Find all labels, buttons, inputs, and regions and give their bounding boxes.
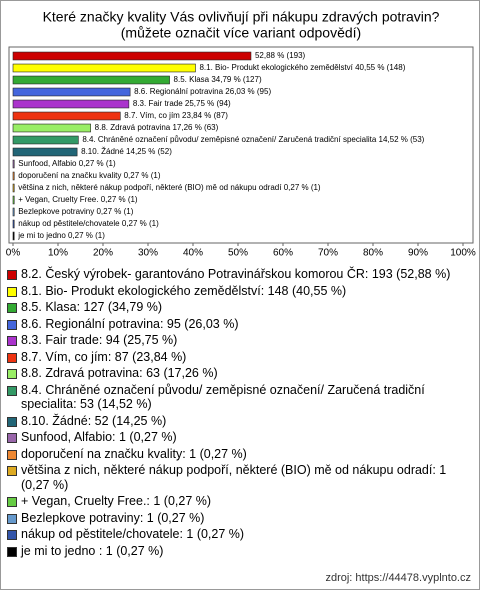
legend-swatch (7, 319, 17, 330)
legend-swatch (7, 416, 17, 427)
bar (12, 99, 130, 109)
legend-item: 8.3. Fair trade: 94 (25,75 %) (7, 333, 471, 348)
plot-frame (8, 46, 474, 244)
x-tick-label: 10% (48, 248, 68, 259)
chart-subtitle: (můžete označit více variant odpovědí) (121, 25, 361, 41)
bar (12, 171, 15, 181)
legend-swatch (7, 270, 17, 280)
bar (12, 159, 15, 169)
legend-label: 8.1. Bio- Produkt ekologického zemědělst… (21, 283, 347, 298)
bar (12, 75, 170, 85)
bar (12, 111, 121, 121)
legend-label: + Vegan, Cruelty Free.: 1 (0,27 %) (21, 494, 212, 508)
bar (12, 87, 131, 97)
x-tick-label: 40% (183, 248, 203, 259)
x-tick-label: 20% (93, 248, 113, 259)
legend-label: 8.8. Zdravá potravina: 63 (17,26 %) (21, 366, 218, 380)
value-label: 8.5. Klasa 34,79 % (127) (174, 75, 262, 84)
legend-label: Bezlepkove potraviny: 1 (0,27 %) (21, 510, 205, 525)
x-tick-label: 50% (228, 248, 248, 259)
value-label: + Vegan, Cruelty Free. 0,27 % (1) (18, 195, 138, 204)
legend-swatch (7, 449, 17, 460)
legend-label: 8.6. Regionální potravina: 95 (26,03 %) (21, 316, 239, 331)
legend-label: 8.7. Vím, co jím: 87 (23,84 %) (21, 349, 187, 364)
value-label: většina z nich, některé nákup podpoří, n… (18, 183, 321, 192)
legend-item: Sunfood, Alfabio: 1 (0,27 %) (7, 430, 471, 445)
chart-title: Které značky kvality Vás ovlivňují při n… (43, 9, 440, 25)
legend-label: 8.3. Fair trade: 94 (25,75 %) (21, 333, 178, 347)
source: zdroj: https://44478.vyplnto.cz (325, 572, 471, 584)
legend-swatch (7, 433, 17, 443)
legend-swatch (7, 530, 17, 540)
legend-item: 8.10. Žádné: 52 (14,25 %) (7, 414, 471, 429)
bar (12, 51, 252, 61)
legend-item: 8.1. Bio- Produkt ekologického zemědělst… (7, 284, 471, 299)
bar (12, 219, 15, 229)
x-tick-label: 100% (450, 248, 476, 259)
bar (12, 147, 78, 157)
legend-label: 8.4. Chráněné označení původu/ zeměpisné… (21, 382, 425, 412)
legend-swatch (7, 546, 17, 557)
legend-label: Sunfood, Alfabio: 1 (0,27 %) (21, 430, 177, 444)
legend-swatch (7, 286, 17, 297)
legend-label: většina z nich, některé nákup podpoří, n… (21, 463, 447, 492)
legend-item: je mi to jedno : 1 (0,27 %) (7, 544, 471, 559)
legend-swatch (7, 385, 17, 396)
legend-label: nákup od pěstitele/chovatele: 1 (0,27 %) (21, 527, 245, 541)
legend-item: nákup od pěstitele/chovatele: 1 (0,27 %) (7, 527, 471, 542)
legend-label: 8.2. Český výrobek- garantováno Potravin… (21, 267, 451, 281)
value-label: 8.8. Zdravá potravina 17,26 % (63) (95, 123, 219, 132)
legend-item: 8.2. Český výrobek- garantováno Potravin… (7, 267, 471, 282)
x-tick-label: 90% (408, 248, 428, 259)
legend-label: doporučení na značku kvality: 1 (0,27 %) (21, 446, 247, 461)
legend-swatch (7, 466, 17, 476)
legend-item: + Vegan, Cruelty Free.: 1 (0,27 %) (7, 494, 471, 509)
value-label: je mi to jedno 0,27 % (1) (17, 231, 105, 240)
value-label: 8.6. Regionální potravina 26,03 % (95) (134, 87, 271, 96)
bar (12, 195, 15, 205)
x-tick-label: 0% (6, 248, 21, 259)
bar (12, 183, 15, 193)
legend-swatch (7, 352, 17, 363)
chart: Které značky kvality Vás ovlivňují při n… (6, 9, 476, 259)
value-label: doporučení na značku kvality 0,27 % (1) (18, 171, 161, 180)
x-tick-label: 60% (273, 248, 293, 259)
legend-swatch (7, 303, 17, 313)
legend-swatch (7, 497, 17, 507)
x-tick-label: 70% (318, 248, 338, 259)
legend-item: Bezlepkove potraviny: 1 (0,27 %) (7, 511, 471, 526)
legend-label: 8.10. Žádné: 52 (14,25 %) (21, 413, 167, 428)
legend-item: 8.4. Chráněné označení původu/ zeměpisné… (7, 383, 471, 412)
legend-item: 8.8. Zdravá potravina: 63 (17,26 %) (7, 366, 471, 381)
bar (12, 135, 79, 145)
legend-item: 8.7. Vím, co jím: 87 (23,84 %) (7, 350, 471, 365)
value-label: nákup od pěstitele/chovatele 0,27 % (1) (18, 219, 159, 228)
legend-item: většina z nich, některé nákup podpoří, n… (7, 463, 471, 492)
value-label: 8.7. Vím, co jím 23,84 % (87) (124, 111, 228, 120)
legend-swatch (7, 336, 17, 346)
bar (12, 63, 196, 73)
x-tick-label: 80% (363, 248, 383, 259)
bar (12, 123, 91, 133)
legend-swatch (7, 513, 17, 524)
legend-item: 8.6. Regionální potravina: 95 (26,03 %) (7, 317, 471, 332)
value-label: Sunfood, Alfabio 0,27 % (1) (18, 159, 116, 168)
value-label: Bezlepkove potraviny 0,27 % (1) (18, 207, 134, 216)
legend-swatch (7, 369, 17, 379)
legend-label: 8.5. Klasa: 127 (34,79 %) (21, 300, 163, 314)
bar (12, 231, 15, 241)
legend-label: je mi to jedno : 1 (0,27 %) (21, 543, 164, 558)
legend-item: 8.5. Klasa: 127 (34,79 %) (7, 300, 471, 315)
value-label: 8.4. Chráněné označení původu/ zeměpisné… (82, 135, 424, 144)
legend-item: doporučení na značku kvality: 1 (0,27 %) (7, 447, 471, 462)
x-tick-label: 30% (138, 248, 158, 259)
value-label: 8.10. Žádné 14,25 % (52) (81, 147, 172, 156)
value-label: 52,88 % (193) (255, 51, 306, 60)
bar (12, 207, 15, 217)
value-label: 8.3. Fair trade 25,75 % (94) (133, 99, 231, 108)
value-label: 8.1. Bio- Produkt ekologického zemědělst… (199, 63, 405, 72)
legend: 8.2. Český výrobek- garantováno Potravin… (7, 267, 471, 560)
